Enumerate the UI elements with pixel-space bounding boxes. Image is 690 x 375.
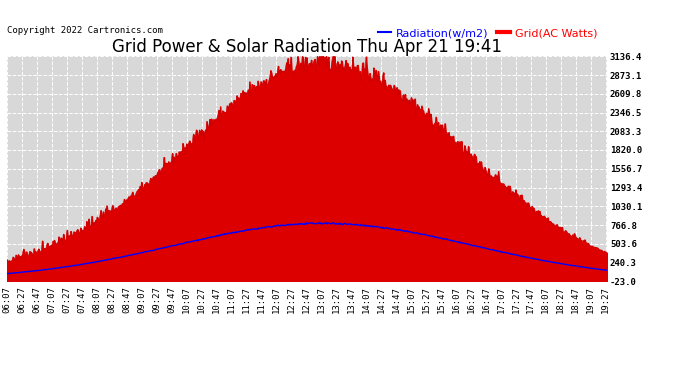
Title: Grid Power & Solar Radiation Thu Apr 21 19:41: Grid Power & Solar Radiation Thu Apr 21 … [112, 38, 502, 56]
Legend: Radiation(w/m2), Grid(AC Watts): Radiation(w/m2), Grid(AC Watts) [373, 24, 602, 42]
Text: Copyright 2022 Cartronics.com: Copyright 2022 Cartronics.com [7, 26, 163, 35]
